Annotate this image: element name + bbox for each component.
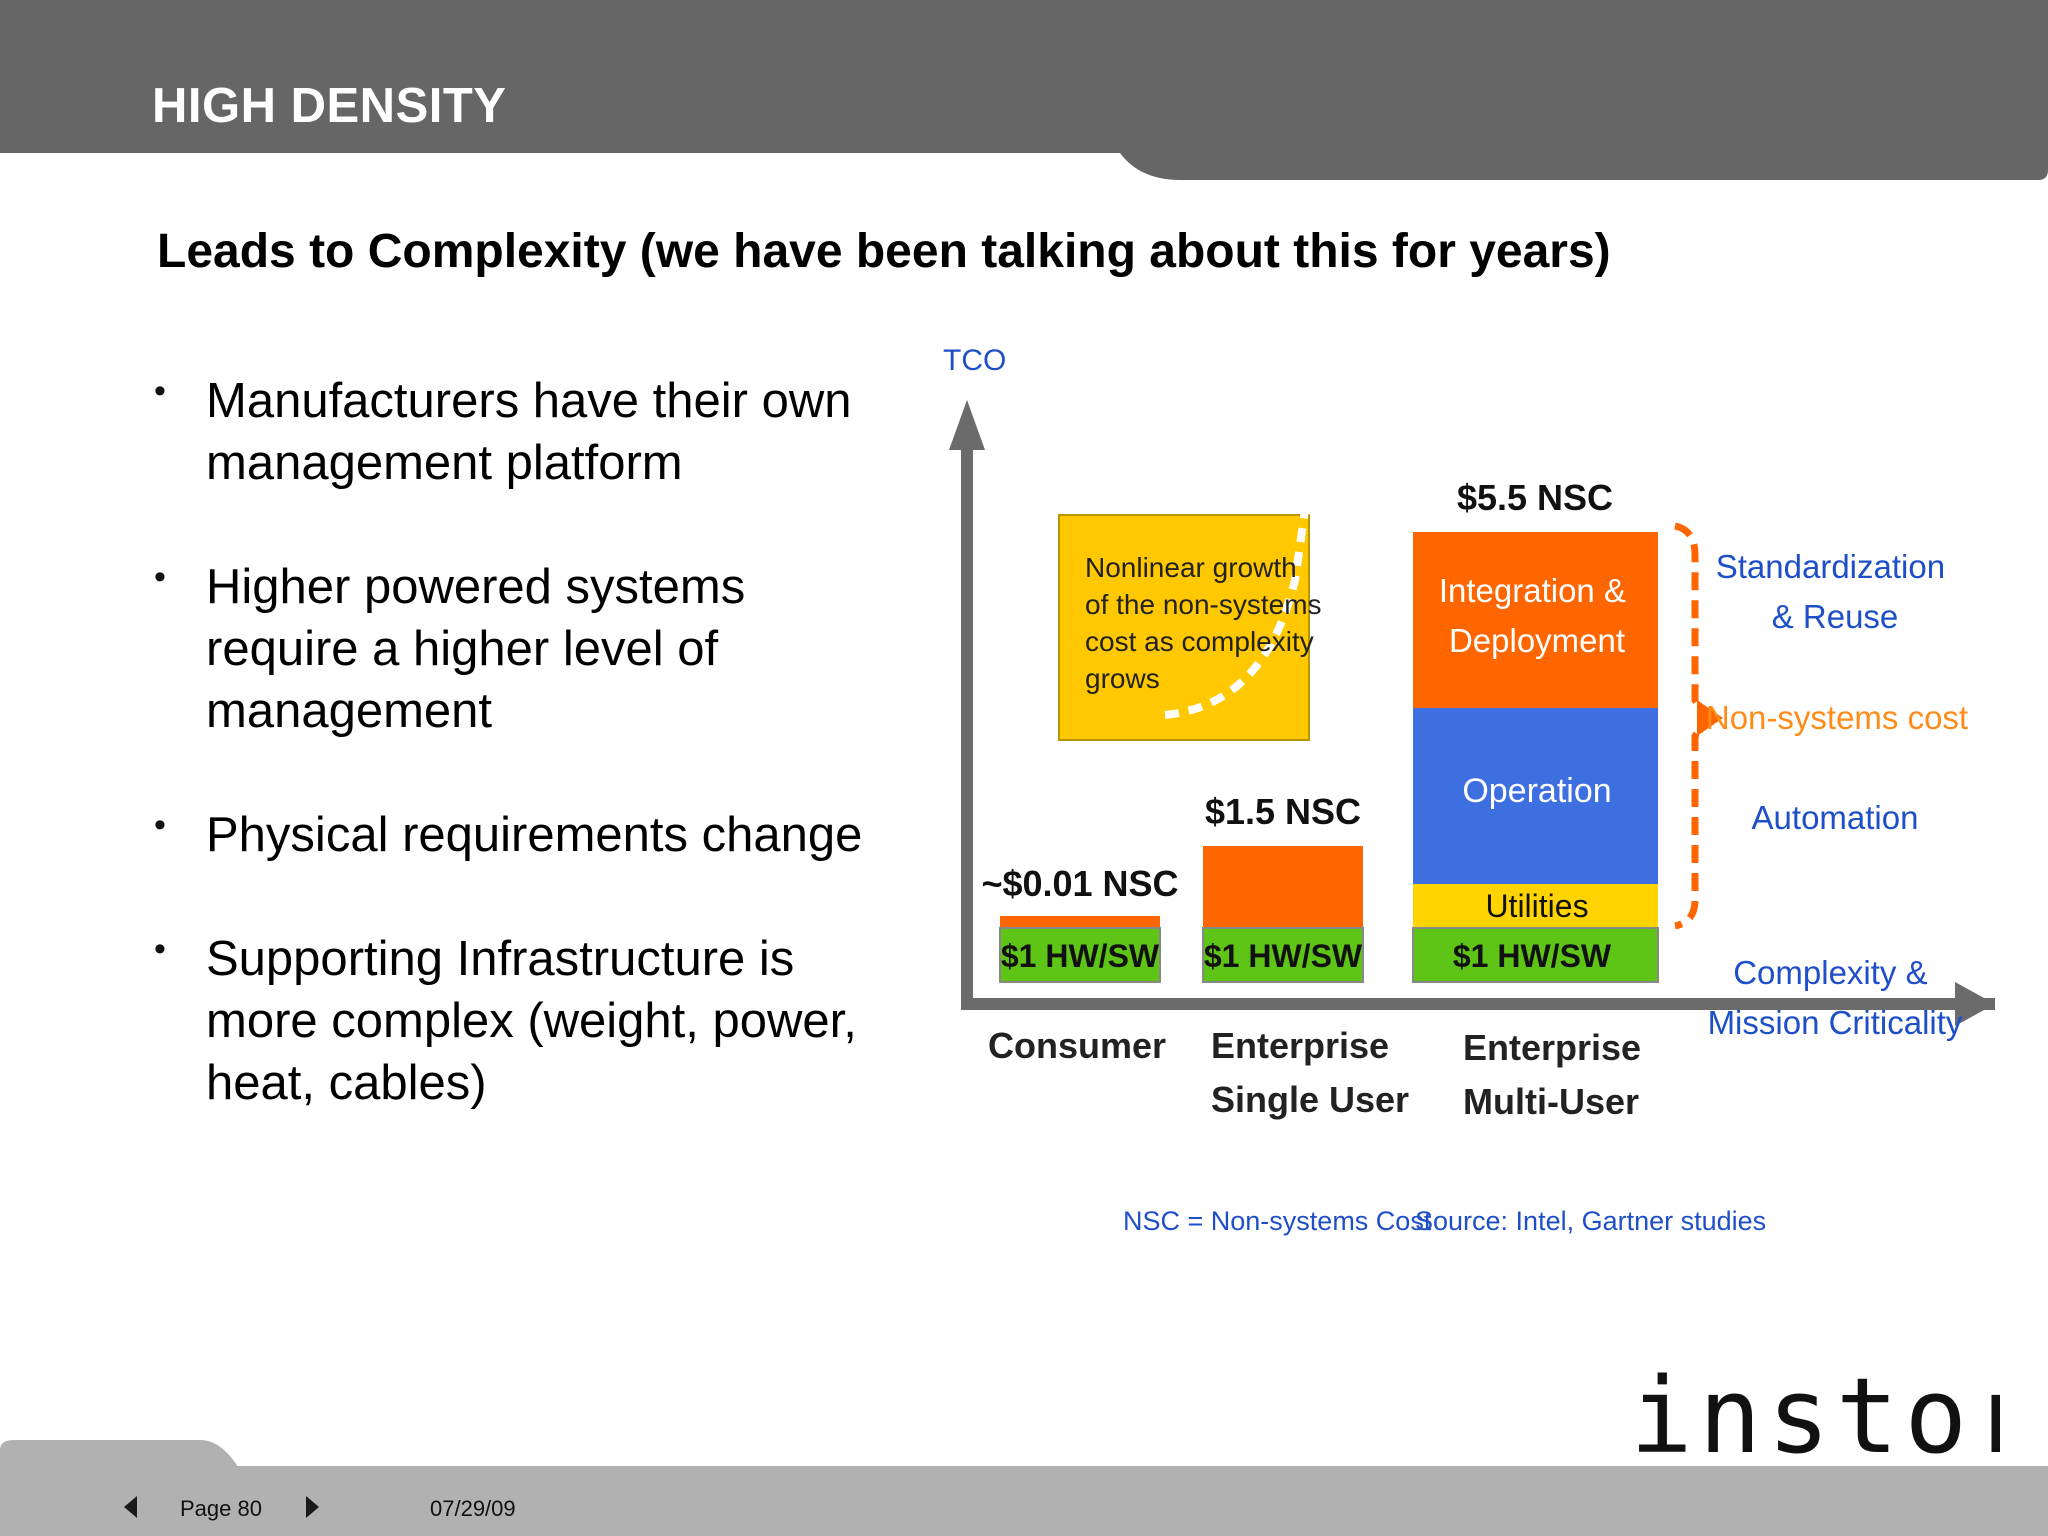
footer-bar xyxy=(0,1466,2048,1536)
instor-logo: instor xyxy=(1630,1360,2000,1470)
consumer-category: Consumer xyxy=(988,1025,1166,1066)
multi-user-integration-segment xyxy=(1413,532,1658,708)
bullet-text: Physical requirements change xyxy=(206,808,863,862)
bullet-dot: • xyxy=(154,930,166,968)
single-user-hwsw-segment xyxy=(1202,927,1364,983)
tco-diagram: TCO Nonlinear growth of the non-systems … xyxy=(943,344,1995,1236)
y-axis-arrow xyxy=(949,400,985,450)
callout-curve xyxy=(1164,509,1309,719)
y-axis-label: TCO xyxy=(943,344,1006,377)
nsc-footnote: NSC = Non-systems Cost xyxy=(1123,1206,1432,1236)
source-footnote: Source: Intel, Gartner studies xyxy=(1415,1206,1766,1236)
single-user-hwsw-label: $1 HW/SW xyxy=(1204,938,1363,974)
bullet-text: Supporting Infrastructure is more comple… xyxy=(206,932,857,1110)
consumer-hwsw-label: $1 HW/SW xyxy=(1001,938,1160,974)
callout-text: Nonlinear growth of the non-systems cost… xyxy=(1085,552,1329,694)
multi-user-utilities-label: Utilities xyxy=(1485,888,1588,924)
multi-user-hwsw-segment xyxy=(1412,927,1659,983)
multi-user-nsc-label: $5.5 NSC xyxy=(1457,477,1613,518)
multi-user-operation-label: Operation xyxy=(1462,772,1611,810)
multi-user-category: Enterprise Multi-User xyxy=(1463,1027,1651,1122)
single-user-nsc-segment xyxy=(1203,846,1363,928)
slide-date: 07/29/09 xyxy=(430,1496,516,1521)
bullet-text: Manufacturers have their own management … xyxy=(206,374,852,490)
bullet-dot: • xyxy=(154,558,166,596)
bullet-dot: • xyxy=(154,372,166,410)
multi-user-operation-segment xyxy=(1413,708,1658,884)
standardization-label: Standardization & Reuse xyxy=(1716,548,1955,635)
x-axis-arrow xyxy=(1955,982,1995,1026)
nonsystems-label: Non-systems cost xyxy=(1706,699,1968,736)
complexity-label: Complexity & Mission Criticality xyxy=(1708,954,1963,1041)
multi-user-integration-label: Integration & Deployment xyxy=(1439,572,1635,659)
single-user-nsc-label: $1.5 NSC xyxy=(1205,791,1361,832)
slide-subtitle: Leads to Complexity (we have been talkin… xyxy=(157,225,1611,278)
multi-user-hwsw-label: $1 HW/SW xyxy=(1453,938,1612,974)
single-user-category: Enterprise Single User xyxy=(1211,1025,1409,1120)
triangle-right-icon[interactable] xyxy=(306,1496,319,1518)
logo-text: instor xyxy=(1630,1360,2000,1470)
slide-title: HIGH DENSITY xyxy=(152,79,507,133)
callout-box xyxy=(1058,514,1310,741)
page-number: Page 80 xyxy=(180,1496,262,1521)
header-band xyxy=(0,0,2048,180)
bracket-arrow xyxy=(1697,700,1723,736)
multi-user-utilities-segment xyxy=(1413,884,1658,928)
consumer-nsc-label: ~$0.01 NSC xyxy=(981,863,1178,904)
consumer-hwsw-segment xyxy=(999,927,1161,983)
automation-label: Automation xyxy=(1752,799,1919,836)
bullet-text: Higher powered systems require a higher … xyxy=(206,560,746,738)
footer-tab xyxy=(0,1440,240,1470)
consumer-nsc-segment xyxy=(1000,916,1160,928)
bullet-dot: • xyxy=(154,806,166,844)
triangle-left-icon[interactable] xyxy=(124,1496,137,1518)
